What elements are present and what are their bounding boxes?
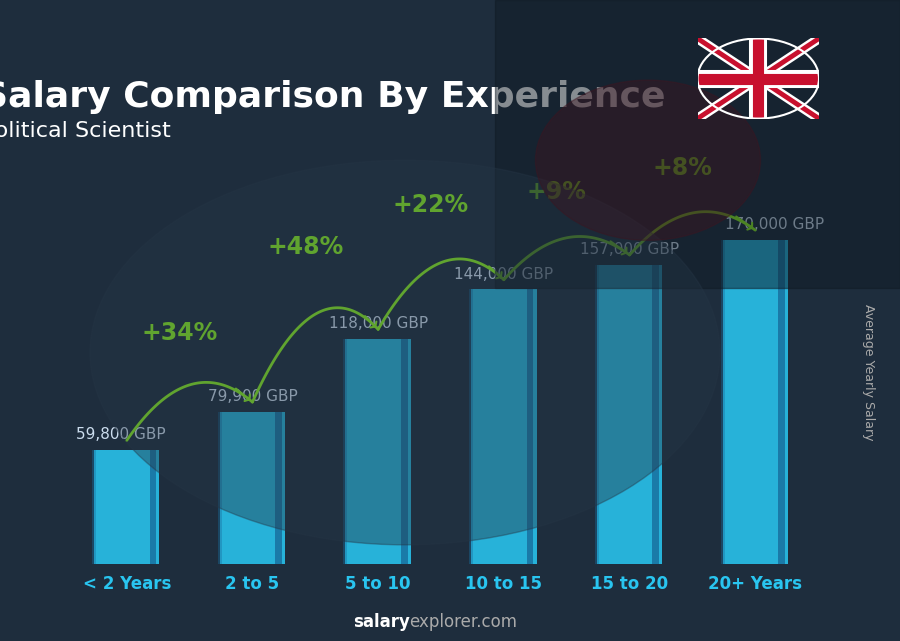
Bar (344, 339, 347, 564)
Text: salary: salary (353, 613, 410, 631)
Text: 59,800 GBP: 59,800 GBP (76, 428, 166, 442)
Bar (526, 289, 534, 564)
Bar (652, 265, 659, 564)
Bar (275, 412, 282, 564)
Text: +48%: +48% (267, 235, 344, 259)
Text: +9%: +9% (526, 180, 587, 204)
Text: +8%: +8% (652, 156, 712, 179)
Bar (723, 240, 788, 564)
Bar (220, 412, 285, 564)
Bar (472, 289, 536, 564)
Text: 144,000 GBP: 144,000 GBP (454, 267, 554, 281)
Bar (595, 265, 598, 564)
Ellipse shape (536, 80, 760, 240)
Bar (346, 339, 410, 564)
Text: +34%: +34% (141, 320, 218, 345)
Bar (495, 0, 900, 288)
Bar (92, 450, 96, 564)
Bar (778, 240, 785, 564)
Text: Political Scientist: Political Scientist (0, 121, 170, 141)
Ellipse shape (90, 160, 720, 545)
Bar (218, 412, 221, 564)
Text: 170,000 GBP: 170,000 GBP (724, 217, 824, 232)
Bar (721, 240, 725, 564)
Bar (149, 450, 156, 564)
Bar (401, 339, 408, 564)
Bar (94, 450, 159, 564)
Text: 118,000 GBP: 118,000 GBP (328, 316, 428, 331)
Text: Salary Comparison By Experience: Salary Comparison By Experience (0, 80, 665, 114)
Text: 79,900 GBP: 79,900 GBP (208, 389, 297, 404)
Text: Average Yearly Salary: Average Yearly Salary (862, 304, 875, 440)
Text: explorer.com: explorer.com (410, 613, 518, 631)
Text: 157,000 GBP: 157,000 GBP (580, 242, 680, 257)
Bar (597, 265, 662, 564)
Bar (469, 289, 473, 564)
Text: +22%: +22% (393, 193, 469, 217)
